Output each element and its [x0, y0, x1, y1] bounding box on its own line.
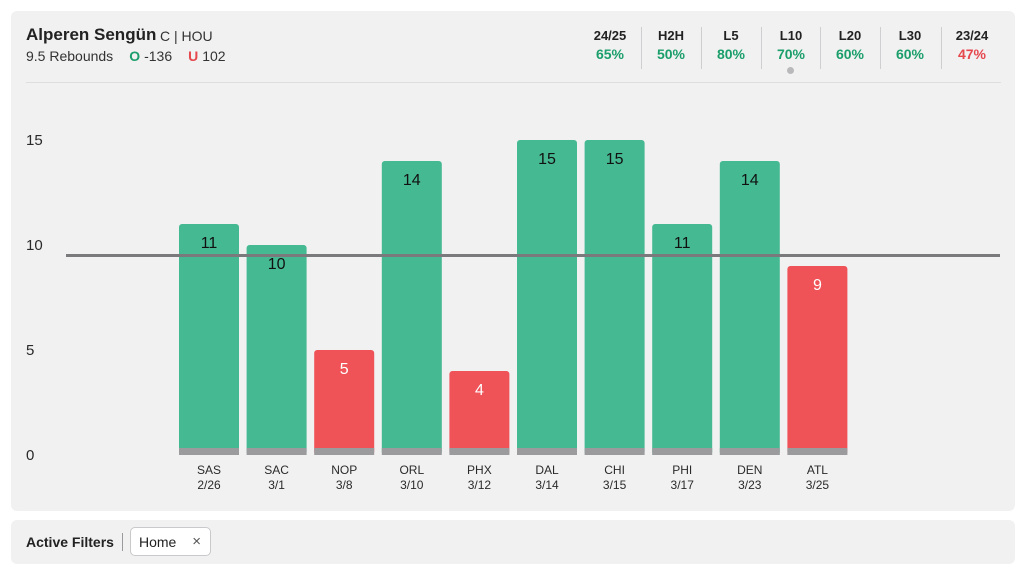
bar-value-label: 14 — [403, 172, 421, 189]
tab-season-23-24[interactable]: 23/24 47% — [942, 27, 1002, 69]
tab-label: 23/24 — [955, 28, 989, 43]
bar-value-label: 11 — [201, 235, 218, 252]
under-letter[interactable]: U — [188, 48, 199, 64]
tab-hit-rate: 80% — [716, 46, 746, 62]
x-tick-opponent: DAL — [535, 463, 559, 477]
tab-h2h[interactable]: H2H 50% — [641, 27, 701, 69]
tab-hit-rate: 60% — [895, 46, 925, 62]
tab-divider — [941, 27, 942, 69]
bar-base — [449, 448, 510, 455]
tab-hit-rate: 47% — [957, 46, 987, 62]
x-tick-opponent: PHX — [467, 463, 492, 477]
tab-divider — [701, 27, 702, 69]
player-position-team: C | HOU — [160, 28, 213, 44]
tab-season-24-25[interactable]: 24/25 65% — [580, 27, 640, 69]
y-tick-label: 15 — [26, 132, 43, 149]
x-tick-opponent: DEN — [737, 463, 762, 477]
tab-divider — [820, 27, 821, 69]
x-tick-date: 2/26 — [197, 478, 221, 492]
tab-divider — [641, 27, 642, 69]
tab-hit-rate: 60% — [835, 46, 865, 62]
over-letter[interactable]: O — [129, 48, 141, 64]
y-tick-label: 0 — [26, 447, 34, 464]
bar-den[interactable] — [719, 161, 780, 455]
x-tick-date: 3/17 — [671, 478, 695, 492]
tab-label: 24/25 — [593, 28, 627, 43]
bar-value-label: 15 — [538, 151, 556, 168]
tab-label: L5 — [723, 28, 739, 43]
tab-l20[interactable]: L20 60% — [820, 27, 880, 69]
bar-base — [314, 448, 375, 455]
bar-phi[interactable] — [652, 224, 713, 455]
x-tick-date: 3/14 — [535, 478, 559, 492]
x-tick-opponent: PHI — [672, 463, 692, 477]
x-tick-date: 3/1 — [268, 478, 285, 492]
selected-tab-indicator — [787, 67, 794, 74]
bar-base — [381, 448, 442, 455]
x-tick-date: 3/8 — [336, 478, 353, 492]
x-tick-opponent: ORL — [399, 463, 424, 477]
tab-label: L10 — [779, 28, 803, 43]
bar-base — [787, 448, 848, 455]
bar-value-label: 11 — [674, 235, 691, 252]
bar-base — [584, 448, 645, 455]
bar-base — [719, 448, 780, 455]
tab-l10[interactable]: L10 70% — [761, 27, 821, 69]
bar-orl[interactable] — [381, 161, 442, 455]
bar-base — [246, 448, 307, 455]
filter-chip-label: Home — [139, 533, 177, 550]
under-odds[interactable]: 102 — [202, 48, 226, 64]
tab-hit-rate: 65% — [595, 46, 625, 62]
tab-hit-rate: 70% — [776, 46, 806, 62]
header-divider — [26, 82, 1001, 83]
bar-sac[interactable] — [246, 245, 307, 455]
bar-value-label: 10 — [268, 256, 286, 273]
tab-l5[interactable]: L5 80% — [701, 27, 761, 69]
y-tick-label: 5 — [26, 342, 34, 359]
bar-base — [517, 448, 577, 455]
bar-base — [652, 448, 713, 455]
bar-sas[interactable] — [179, 224, 239, 455]
bar-nop[interactable] — [314, 350, 375, 455]
x-tick-opponent: SAS — [197, 463, 221, 477]
y-tick-label: 10 — [26, 237, 43, 254]
over-odds[interactable]: -136 — [144, 48, 173, 64]
tab-label: L20 — [838, 28, 862, 43]
bar-value-label: 9 — [813, 277, 822, 294]
x-tick-date: 3/25 — [806, 478, 830, 492]
bar-value-label: 14 — [741, 172, 759, 189]
tab-label: L30 — [898, 28, 922, 43]
bar-phx[interactable] — [449, 371, 510, 455]
bar-value-label: 15 — [606, 151, 624, 168]
tab-l30[interactable]: L30 60% — [880, 27, 940, 69]
bar-atl[interactable] — [787, 266, 848, 455]
x-tick-opponent: SAC — [264, 463, 289, 477]
x-tick-opponent: CHI — [604, 463, 625, 477]
x-tick-date: 3/23 — [738, 478, 762, 492]
tab-label: H2H — [657, 28, 684, 43]
bar-value-label: 4 — [475, 382, 484, 399]
tab-hit-rate: 50% — [656, 46, 686, 62]
bar-dal[interactable] — [517, 140, 577, 455]
player-name: Alperen Sengün — [26, 25, 157, 44]
x-tick-date: 3/15 — [603, 478, 627, 492]
x-tick-date: 3/12 — [468, 478, 492, 492]
prop-line-label: 9.5 Rebounds — [26, 48, 114, 64]
close-icon[interactable]: × — [192, 533, 201, 550]
bar-chi[interactable] — [584, 140, 645, 455]
prop-line-row: 9.5 Rebounds O -136 U 102 — [26, 48, 226, 64]
filter-chip-home[interactable]: Home × — [130, 527, 211, 556]
tab-divider — [880, 27, 881, 69]
tab-divider — [761, 27, 762, 69]
x-tick-opponent: NOP — [331, 463, 357, 477]
active-filters-title: Active Filters — [26, 534, 114, 550]
bar-base — [179, 448, 239, 455]
x-tick-opponent: ATL — [807, 463, 828, 477]
x-tick-date: 3/10 — [400, 478, 424, 492]
active-filters-bar: Active Filters Home × — [11, 520, 1015, 564]
filters-divider — [122, 533, 123, 551]
chart-card — [11, 11, 1015, 511]
bar-value-label: 5 — [340, 361, 349, 378]
